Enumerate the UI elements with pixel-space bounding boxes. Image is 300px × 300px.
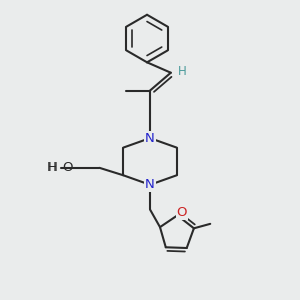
- Text: H: H: [48, 161, 58, 174]
- Text: H: H: [46, 161, 56, 174]
- Text: H: H: [178, 65, 187, 78]
- Text: O: O: [177, 206, 187, 219]
- Text: O: O: [62, 161, 73, 174]
- Text: N: N: [145, 132, 155, 145]
- Text: N: N: [145, 178, 155, 191]
